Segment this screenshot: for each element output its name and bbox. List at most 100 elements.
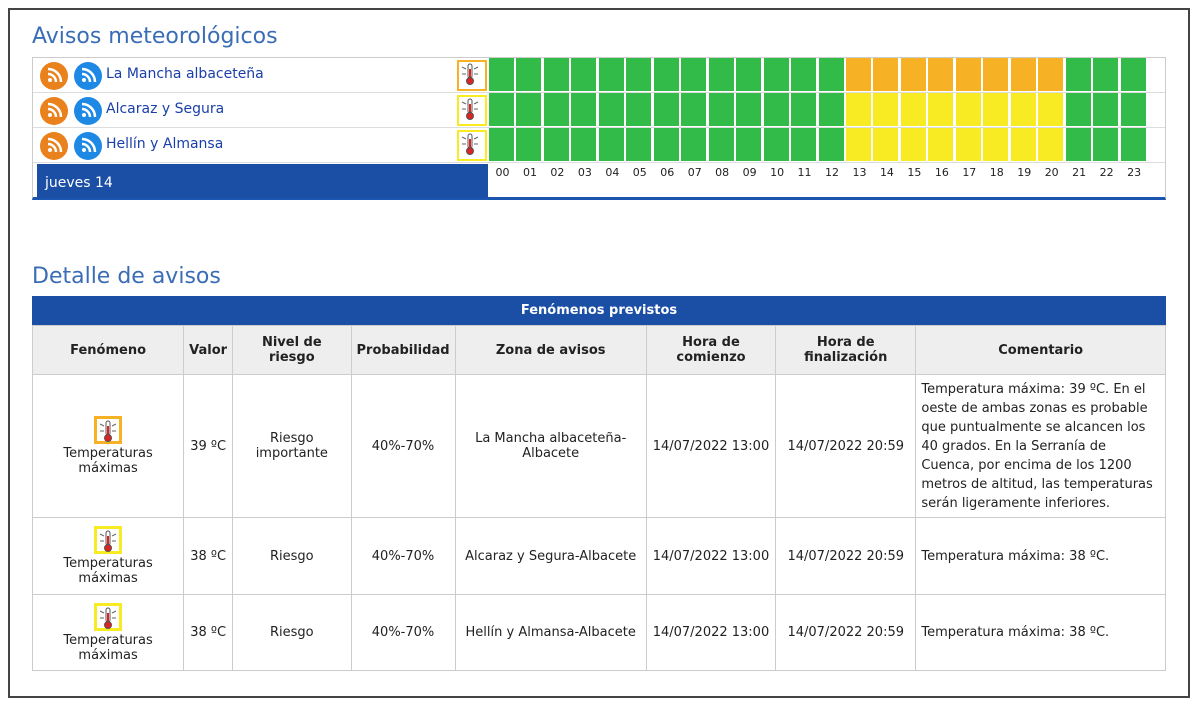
hour-label: 22: [1099, 166, 1114, 179]
cell-text: Temperaturas máximas: [63, 632, 153, 663]
hour-cell: [653, 58, 680, 92]
hour-cell: [1038, 93, 1065, 127]
hour-cell: [1010, 93, 1037, 127]
hour-cell: [681, 93, 708, 127]
zone-row: Hellín y Almansa: [33, 128, 1165, 163]
hour-cell: [791, 93, 818, 127]
table-cell: Temperatura máxima: 38 ºC.: [915, 517, 1166, 595]
hour-cell: [708, 58, 735, 92]
header-row: Fenómeno Valor Nivel de riesgo Probabilidad…: [31, 325, 1166, 375]
hour-label: 21: [1072, 166, 1087, 179]
hour-cell: [955, 128, 982, 162]
hour-cell: [653, 93, 680, 127]
hour-cell: [736, 93, 763, 127]
hour-cell: [900, 128, 927, 162]
hour-label: 04: [605, 166, 620, 179]
column-header: Fenómeno: [31, 325, 185, 375]
rss-orange[interactable]: [40, 62, 68, 90]
hour-cell: [681, 58, 708, 92]
hour-cell: [983, 93, 1010, 127]
cell-text: 40%-70%: [371, 548, 435, 564]
column-header: Probabilidad: [350, 325, 456, 375]
cell-text: Temperatura máxima: 39 ºC. En el oeste d…: [921, 381, 1153, 511]
phenomenon-icon: [94, 602, 123, 631]
hour-cell: [928, 93, 955, 127]
warning-icon: [457, 95, 487, 126]
hour-cell: [900, 93, 927, 127]
rss-blue[interactable]: [74, 97, 102, 125]
cell-text: 14/07/2022 13:00: [652, 548, 770, 564]
page-frame: Avisos meteorológicos jueves 14 La Manch…: [8, 8, 1190, 698]
column-header: Hora de finalización: [775, 325, 917, 375]
hour-cell: [1065, 93, 1092, 127]
hour-cell: [626, 128, 653, 162]
table-cell: Riesgo: [232, 594, 352, 671]
table-cell: Temperaturas máximas: [31, 594, 185, 671]
hour-label: 05: [632, 166, 647, 179]
hour-label: 20: [1044, 166, 1059, 179]
hour-label: 01: [522, 166, 537, 179]
hour-cell: [516, 128, 543, 162]
warning-icon: [457, 60, 487, 91]
hour-label: 03: [577, 166, 592, 179]
hour-cell: [489, 58, 515, 92]
table-caption: Fenómenos previstos: [32, 296, 1166, 325]
rss-blue[interactable]: [74, 62, 102, 90]
table-cell: 14/07/2022 13:00: [645, 374, 777, 518]
hour-cell: [955, 93, 982, 127]
hour-cell: [489, 128, 515, 162]
table-cell: 38 ºC: [183, 517, 234, 595]
hour-cell: [1038, 128, 1065, 162]
cell-text: 14/07/2022 13:00: [652, 625, 770, 640]
zone-row: Alcaraz y Segura: [33, 93, 1165, 128]
hour-cell: [653, 128, 680, 162]
hour-cell: [708, 128, 735, 162]
hour-label: 08: [715, 166, 730, 179]
hour-label: 07: [687, 166, 702, 179]
hour-cell: [845, 58, 872, 92]
hour-cell: [626, 58, 653, 92]
cell-text: Riesgo: [269, 548, 314, 564]
hour-label: 02: [550, 166, 565, 179]
cell-text: 14/07/2022 20:59: [787, 438, 904, 454]
rss-orange[interactable]: [40, 97, 68, 125]
table-cell: 38 ºC: [183, 594, 234, 671]
hour-cell: [928, 128, 955, 162]
hour-cell: [598, 58, 625, 92]
zone-link[interactable]: Alcaraz y Segura: [106, 101, 225, 117]
hour-cell: [763, 93, 790, 127]
column-header: Zona de avisos: [454, 325, 647, 375]
hour-cell: [1120, 93, 1147, 127]
cell-text: La Mancha albaceteña-Albacete: [475, 431, 627, 461]
cell-text: 38 ºC: [190, 625, 227, 640]
warnings-grid: jueves 14 La Mancha albaceteña Alcaraz y …: [32, 57, 1166, 200]
hour-cell: [818, 128, 845, 162]
hour-cell: [873, 128, 900, 162]
hour-label: 18: [989, 166, 1004, 179]
hour-cell: [1065, 128, 1092, 162]
hour-cell: [516, 58, 543, 92]
cell-text: 40%-70%: [371, 438, 435, 454]
hour-cell: [543, 58, 570, 92]
cell-text: Riesgo: [269, 625, 314, 640]
rss-orange[interactable]: [40, 132, 68, 160]
hour-cell: [1010, 128, 1037, 162]
zone-link[interactable]: Hellín y Almansa: [106, 136, 224, 152]
cell-text: Hellín y Almansa-Albacete: [465, 625, 636, 640]
column-header: Nivel de riesgo: [232, 325, 352, 375]
table-cell: 14/07/2022 13:00: [645, 594, 777, 671]
hour-label: 10: [770, 166, 785, 179]
cell-text: 14/07/2022 20:59: [787, 548, 904, 564]
hour-cell: [598, 128, 625, 162]
hour-cell: [1093, 128, 1120, 162]
hour-cell: [845, 93, 872, 127]
hour-cell: [571, 58, 598, 92]
zone-link[interactable]: La Mancha albaceteña: [106, 66, 264, 82]
rss-blue[interactable]: [74, 132, 102, 160]
hour-cell: [708, 93, 735, 127]
column-header: Valor: [183, 325, 234, 375]
table-cell: 14/07/2022 20:59: [775, 517, 917, 595]
date-bar: jueves 14: [37, 164, 488, 198]
table-cell: Temperaturas máximas: [31, 374, 185, 518]
hour-cell: [873, 93, 900, 127]
